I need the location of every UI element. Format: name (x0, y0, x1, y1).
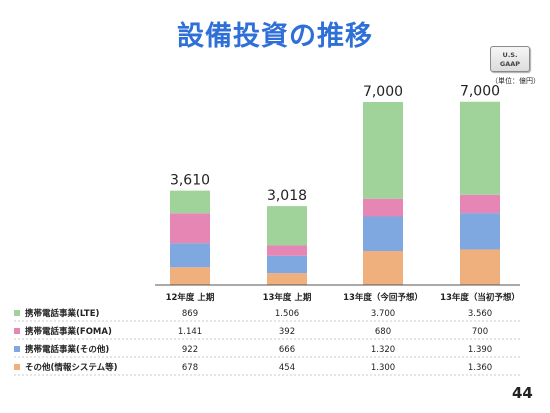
table-value: 1.506 (275, 309, 299, 319)
table-value: 1.300 (371, 363, 395, 373)
bar-segment (363, 251, 403, 285)
legend-swatch (14, 310, 20, 316)
table-value: 1.141 (178, 327, 202, 337)
legend-swatch (14, 328, 20, 334)
table-value: 1.360 (468, 363, 492, 373)
bar-segment (460, 249, 500, 285)
page-title: 設備投資の推移 (177, 21, 373, 52)
bar-total-label: 3,018 (267, 188, 307, 204)
bar-segment (267, 273, 307, 285)
bar-segment (267, 255, 307, 274)
category-label: 13年度（当初予想） (440, 292, 520, 303)
unit-label: （単位：億円） (491, 77, 540, 85)
table-value: 3.560 (468, 309, 492, 319)
bar-segment (170, 267, 210, 285)
category-label: 12年度 上期 (166, 292, 215, 303)
table-value: 1.320 (371, 345, 395, 355)
table-value: 3.700 (371, 309, 395, 319)
gaap-line-1: U.S. (502, 51, 518, 59)
bar-segment (267, 206, 307, 246)
bar-total-label: 3,610 (170, 173, 210, 189)
legend-series-name: 携帯電話事業(その他) (25, 344, 109, 355)
table-value: 680 (375, 327, 391, 337)
bar-segment (170, 213, 210, 244)
table-value: 678 (182, 363, 198, 373)
bar-segment (363, 102, 403, 199)
bar-total-label: 7,000 (363, 84, 403, 100)
legend-series-name: 携帯電話事業(LTE) (25, 308, 99, 319)
bar-segment (170, 243, 210, 268)
bar-segment (460, 101, 500, 195)
bar-segment (170, 190, 210, 214)
gaap-line-2: GAAP (499, 60, 521, 68)
table-value: 392 (279, 327, 295, 337)
table-value: 922 (182, 345, 198, 355)
gaap-badge: U.S. GAAP (490, 46, 530, 72)
category-label: 13年度（今回予想） (343, 292, 423, 303)
bar-segment (460, 194, 500, 214)
bar-total-label: 7,000 (460, 84, 500, 100)
legend-series-name: その他(情報システム等) (25, 362, 118, 373)
bar-segment (267, 245, 307, 256)
table-value: 1.390 (468, 345, 492, 355)
page-number: 44 (512, 384, 533, 402)
table-value: 666 (279, 345, 295, 355)
table-value: 700 (472, 327, 488, 337)
legend-series-name: 携帯電話事業(FOMA) (25, 326, 112, 337)
category-label: 13年度 上期 (263, 292, 312, 303)
legend-swatch (14, 346, 20, 352)
legend-swatch (14, 364, 20, 370)
bar-segment (363, 216, 403, 252)
bar-segment (363, 198, 403, 217)
bar-segment (460, 213, 500, 250)
table-value: 869 (182, 309, 198, 319)
table-value: 454 (279, 363, 295, 373)
